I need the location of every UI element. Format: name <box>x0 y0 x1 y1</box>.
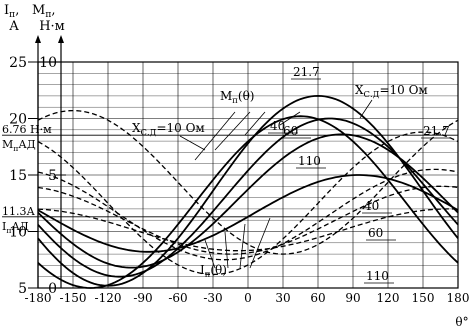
y-axis-torque-label: Mп, <box>32 3 56 20</box>
current-group-label: Iп(θ) <box>200 263 227 279</box>
current-axis-arrow <box>35 35 41 43</box>
curves <box>37 94 459 289</box>
torque-value-label: 110 <box>298 154 321 168</box>
torque-pointer <box>244 111 266 136</box>
x-tick-label: 90 <box>345 291 360 305</box>
reference-label-current: 11.3А <box>2 205 35 218</box>
torque-group-label: Mп(θ) <box>220 89 254 105</box>
x-tick-label: 180 <box>447 291 470 305</box>
current-curve-21-7 <box>37 131 459 276</box>
current-curve-10 <box>37 109 459 255</box>
reference-lines: 6.76 Н·м MпАД 11.3А IпАД <box>2 123 458 235</box>
current-pointer <box>204 239 216 269</box>
xcd-right-label: XС.Д=10 Ом <box>355 83 428 99</box>
current-curve-40 <box>37 168 459 261</box>
x-tick-label: 60 <box>310 291 325 305</box>
axes: Iп,А Mп,Н·м θ° <box>4 3 469 329</box>
current-pointer <box>249 217 271 269</box>
x-tick-label: 120 <box>377 291 400 305</box>
x-tick-label: 0 <box>244 291 252 305</box>
x-tick-label: -60 <box>168 291 187 305</box>
y-tick-label-current: 10 <box>9 225 27 241</box>
x-axis-label: θ° <box>455 315 468 329</box>
y-tick-label-current: 15 <box>9 168 27 184</box>
y-tick-label-torque: 10 <box>39 55 57 71</box>
y-axis-current-unit: А <box>9 19 19 34</box>
current-pointer <box>224 231 229 269</box>
y-tick-label-torque: 5 <box>48 168 57 184</box>
torque-value-label: 40 <box>270 119 285 133</box>
torque-axis-arrow <box>58 35 64 43</box>
current-curve-60 <box>37 185 459 255</box>
y-axis-torque-unit: Н·м <box>39 19 65 34</box>
torque-value-label: 60 <box>283 124 298 138</box>
reference-sublabel-torque: MпАД <box>2 138 36 153</box>
reference-sublabel-current: IпАД <box>2 220 29 235</box>
ticks: -180 -150 -120 -90 -60 -30 0 30 60 90 120 150 180510… <box>9 55 469 305</box>
x-tick-label: -30 <box>203 291 222 305</box>
y-tick-label-current: 5 <box>18 281 27 297</box>
reference-label-torque: 6.76 Н·м <box>2 123 52 136</box>
y-axis-current-label: Iп, <box>4 3 19 20</box>
x-tick-label: -180 <box>25 291 52 305</box>
xcd-left-label: XС.Д=10 Ом <box>132 121 205 137</box>
y-tick-label-torque: 0 <box>48 281 57 297</box>
x-tick-label: 30 <box>275 291 290 305</box>
y-tick-label-current: 20 <box>9 112 27 128</box>
torque-pointer <box>214 111 251 151</box>
current-value-label: 60 <box>368 226 383 240</box>
xcd-right-pointer <box>359 99 373 119</box>
y-tick-label-current: 25 <box>9 55 27 71</box>
current-pointer <box>239 223 246 269</box>
torque-pointer <box>279 111 301 126</box>
torque-pointer <box>194 111 236 161</box>
torque-curve-60 <box>37 133 459 269</box>
current-value-label: 21.7 <box>423 124 450 138</box>
xcd-left-pointer <box>179 135 206 151</box>
x-tick-label: -90 <box>133 291 152 305</box>
current-value-label: 40 <box>364 199 379 213</box>
current-value-label: 110 <box>366 269 389 283</box>
x-tick-label: -120 <box>95 291 122 305</box>
torque-value-label: 21.7 <box>293 65 320 79</box>
x-tick-label: 150 <box>412 291 435 305</box>
torque-curve-40 <box>37 117 459 278</box>
x-tick-label: -150 <box>60 291 87 305</box>
